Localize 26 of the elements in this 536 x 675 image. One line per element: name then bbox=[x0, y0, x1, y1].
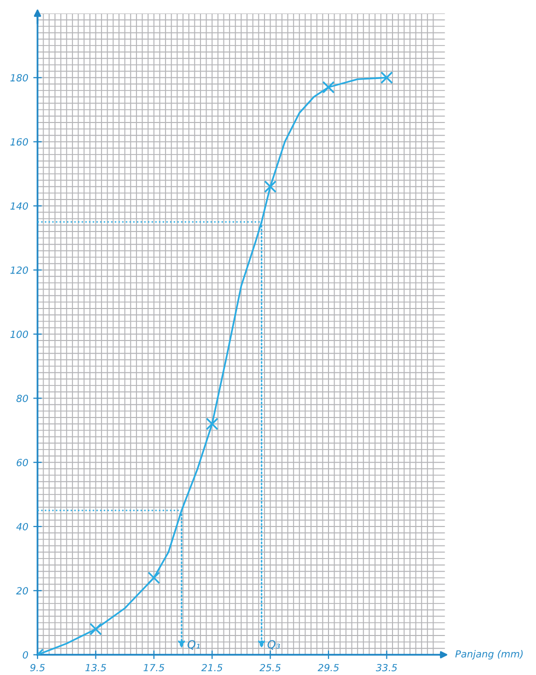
x-tick-label: 33.5 bbox=[376, 664, 397, 672]
y-tick-label: 180 bbox=[10, 74, 28, 82]
x-tick-label: 13.5 bbox=[85, 664, 106, 672]
y-tick-label: 80 bbox=[16, 394, 28, 402]
x-tick-label: 9.5 bbox=[30, 664, 45, 672]
point bbox=[206, 418, 218, 430]
y-tick-label: 20 bbox=[16, 587, 28, 594]
annotation: Q₃ bbox=[268, 640, 280, 650]
y-tick-label: 100 bbox=[10, 330, 28, 338]
x-axis-title: Panjang (mm) bbox=[455, 650, 523, 660]
y-tick-label: 40 bbox=[16, 522, 28, 530]
point bbox=[322, 81, 335, 94]
y-tick-label: 160 bbox=[10, 138, 28, 146]
point bbox=[380, 71, 393, 84]
y-tick-label: 60 bbox=[16, 458, 28, 466]
annotation: Q₁ bbox=[188, 640, 200, 650]
x-tick-label: 29.5 bbox=[318, 664, 339, 672]
x-tick-label: 21.5 bbox=[201, 664, 222, 672]
x-tick-label: 17.5 bbox=[144, 664, 164, 672]
point bbox=[90, 622, 102, 636]
point bbox=[264, 180, 277, 193]
point bbox=[148, 572, 160, 584]
y-tick-label: 0 bbox=[22, 651, 28, 659]
x-tick-label: 25.5 bbox=[260, 664, 281, 672]
y-tick-label: 140 bbox=[10, 202, 28, 210]
y-tick-label: 120 bbox=[10, 266, 28, 274]
